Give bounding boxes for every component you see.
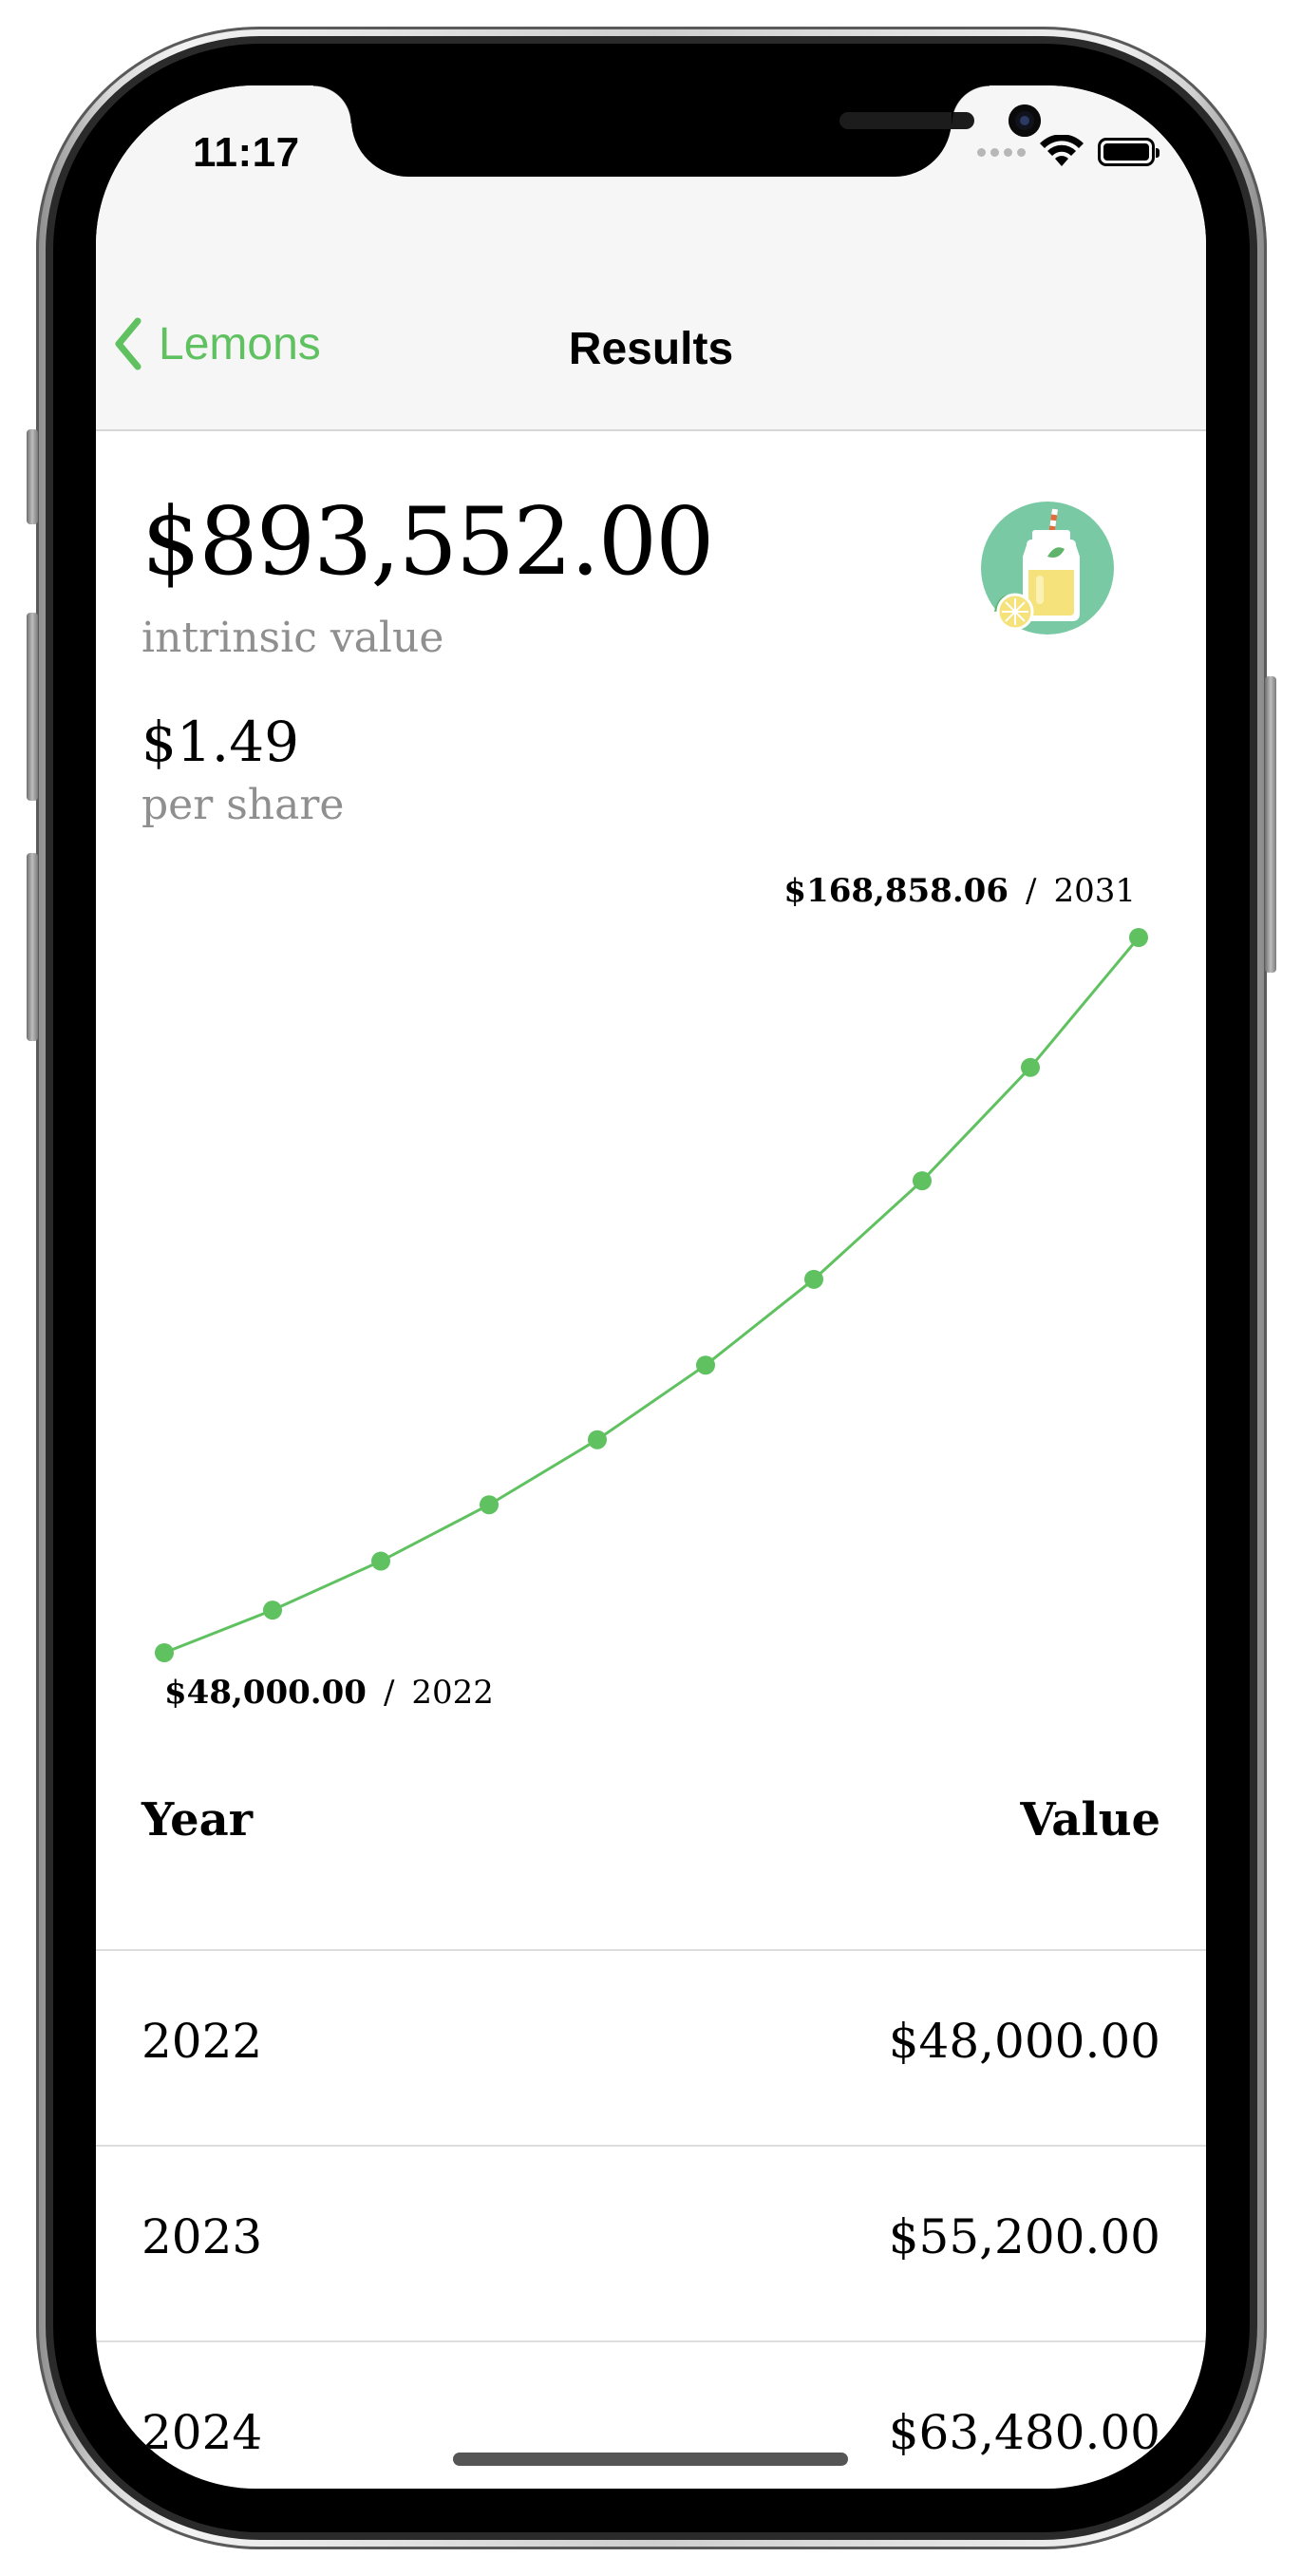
volume-down-button: [27, 853, 38, 1041]
row-year: 2024: [141, 2405, 263, 2460]
row-value: $55,200.00: [888, 2209, 1160, 2264]
per-share-caption: per share: [141, 781, 345, 829]
intrinsic-value-caption: intrinsic value: [141, 614, 444, 662]
chart-start-amount: $48,000.00: [164, 1674, 367, 1712]
row-value: $63,480.00: [888, 2405, 1160, 2460]
silent-switch: [27, 429, 38, 524]
notch: [313, 85, 1041, 177]
chevron-left-icon: [115, 317, 141, 370]
data-point-2029: [913, 1171, 932, 1191]
chart-start-label: $48,000.00 / 2022: [164, 1674, 494, 1712]
row-value: $48,000.00: [888, 2014, 1160, 2069]
phone-screen: 11:17 Lemons Results $893,552.00: [96, 85, 1206, 2489]
back-button[interactable]: Lemons: [113, 308, 321, 380]
chart-end-label: $168,858.06 / 2031: [783, 872, 1136, 910]
data-point-2028: [804, 1269, 823, 1289]
battery-icon: [1098, 138, 1160, 166]
wifi-icon: [1040, 135, 1084, 166]
table-row[interactable]: 2023 $55,200.00: [96, 2147, 1206, 2342]
chart-start-year: 2022: [411, 1674, 494, 1712]
table-row[interactable]: 2022 $48,000.00: [96, 1951, 1206, 2147]
table-row[interactable]: 2024 $63,480.00: [96, 2342, 1206, 2489]
series-line: [163, 937, 1141, 1655]
status-icons: [977, 133, 1160, 171]
volume-up-button: [27, 613, 38, 801]
back-button-label: Lemons: [159, 318, 321, 369]
status-time: 11:17: [193, 129, 300, 176]
data-point-2031: [1129, 928, 1148, 947]
data-point-2023: [263, 1601, 282, 1620]
page-title: Results: [568, 324, 734, 374]
power-button: [1265, 676, 1276, 973]
value-column-header: Value: [1020, 1793, 1160, 1847]
data-point-2026: [588, 1430, 607, 1449]
front-camera: [1009, 104, 1041, 137]
intrinsic-value-chart: $168,858.06 / 2031 $48,000.00 / 2022: [96, 859, 1206, 1856]
line-chart: [155, 928, 1148, 1662]
row-year: 2022: [141, 2014, 263, 2069]
intrinsic-value-amount: $893,552.00: [141, 488, 714, 597]
home-indicator[interactable]: [453, 2453, 848, 2466]
data-point-2024: [371, 1551, 390, 1571]
per-share-amount: $1.49: [141, 710, 300, 774]
navigation-bar: Lemons Results: [96, 266, 1206, 431]
data-point-2030: [1021, 1057, 1040, 1077]
data-point-2022: [155, 1643, 174, 1662]
lemonade-jar-icon: [981, 502, 1114, 635]
chart-end-year: 2031: [1053, 872, 1136, 910]
chart-end-separator: /: [1026, 872, 1037, 910]
year-column-header: Year: [141, 1793, 254, 1847]
data-point-2027: [696, 1355, 715, 1375]
status-bar: 11:17: [96, 85, 1206, 266]
table-header: Year Value: [96, 1757, 1206, 1951]
speaker-grille: [839, 112, 974, 129]
cellular-signal-icon: [977, 147, 1026, 157]
chart-end-amount: $168,858.06: [783, 872, 1009, 910]
row-year: 2023: [141, 2209, 263, 2264]
data-point-2025: [480, 1495, 499, 1515]
chart-start-separator: /: [383, 1674, 395, 1712]
